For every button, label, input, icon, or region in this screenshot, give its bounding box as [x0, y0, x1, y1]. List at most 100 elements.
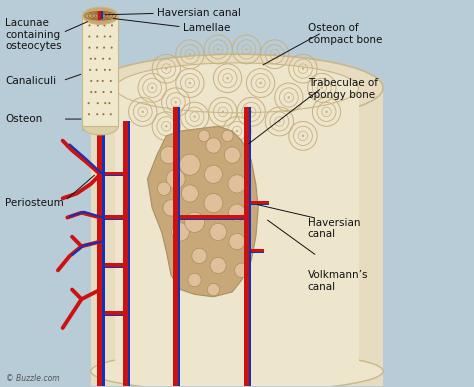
Text: Trabeculae of
spongy bone: Trabeculae of spongy bone — [308, 78, 378, 100]
Circle shape — [157, 182, 171, 195]
Bar — [101, 12, 103, 19]
Circle shape — [89, 46, 91, 49]
Circle shape — [210, 257, 226, 274]
Circle shape — [160, 146, 177, 164]
Circle shape — [189, 53, 191, 55]
Circle shape — [97, 102, 99, 104]
Circle shape — [229, 233, 245, 250]
Circle shape — [90, 91, 92, 93]
Polygon shape — [357, 88, 383, 385]
Circle shape — [89, 24, 91, 26]
Circle shape — [142, 111, 144, 113]
Text: Haversian
canal: Haversian canal — [308, 217, 360, 239]
Circle shape — [174, 101, 177, 103]
Circle shape — [222, 130, 233, 142]
Bar — [104, 219, 123, 220]
Circle shape — [302, 135, 304, 137]
Circle shape — [204, 165, 222, 183]
Circle shape — [104, 102, 106, 104]
Bar — [104, 175, 123, 176]
Circle shape — [110, 80, 112, 82]
Circle shape — [217, 48, 219, 51]
Circle shape — [103, 46, 105, 49]
Bar — [97, 122, 104, 385]
Bar — [251, 252, 264, 253]
Polygon shape — [91, 88, 117, 385]
Circle shape — [236, 130, 238, 132]
Bar — [251, 204, 269, 205]
Circle shape — [228, 204, 246, 221]
Circle shape — [97, 24, 99, 26]
Circle shape — [110, 91, 112, 93]
Circle shape — [101, 80, 104, 82]
Ellipse shape — [116, 63, 358, 113]
Circle shape — [89, 69, 91, 71]
Bar — [123, 122, 129, 385]
Text: Periosteum: Periosteum — [5, 198, 64, 208]
Circle shape — [245, 48, 247, 51]
Circle shape — [180, 154, 200, 175]
Text: Osteon of
compact bone: Osteon of compact bone — [308, 23, 382, 45]
Circle shape — [109, 58, 110, 60]
Circle shape — [166, 170, 185, 189]
Circle shape — [320, 87, 323, 89]
Circle shape — [259, 82, 262, 84]
Text: Volkmann’s
canal: Volkmann’s canal — [308, 271, 368, 292]
Circle shape — [109, 69, 111, 71]
Circle shape — [302, 67, 304, 70]
Circle shape — [103, 24, 106, 26]
Bar — [251, 249, 264, 253]
Circle shape — [204, 194, 223, 213]
Circle shape — [96, 113, 98, 115]
Text: Lacunae
containing
osteocytes: Lacunae containing osteocytes — [5, 18, 62, 51]
Circle shape — [228, 175, 246, 193]
Text: Osteon: Osteon — [5, 114, 42, 124]
Bar — [104, 264, 123, 268]
Text: Lamellae: Lamellae — [183, 23, 230, 33]
Bar — [249, 107, 251, 385]
Circle shape — [182, 185, 198, 202]
Bar — [102, 122, 105, 385]
Ellipse shape — [82, 7, 118, 24]
Text: © Buzzle.com: © Buzzle.com — [6, 374, 60, 383]
Circle shape — [165, 67, 167, 70]
Text: Canaliculi: Canaliculi — [5, 75, 56, 86]
Circle shape — [104, 36, 106, 38]
Circle shape — [325, 111, 328, 113]
Polygon shape — [147, 126, 258, 297]
Circle shape — [95, 69, 98, 71]
Circle shape — [102, 113, 104, 115]
Circle shape — [192, 248, 207, 264]
Circle shape — [88, 36, 91, 38]
Circle shape — [109, 102, 110, 104]
Circle shape — [104, 69, 106, 71]
Circle shape — [110, 113, 112, 115]
Circle shape — [88, 113, 90, 115]
Circle shape — [273, 53, 276, 55]
Circle shape — [193, 115, 196, 118]
Ellipse shape — [91, 351, 383, 387]
Bar — [178, 107, 180, 385]
Circle shape — [227, 77, 229, 79]
Circle shape — [102, 58, 104, 60]
Circle shape — [96, 46, 98, 49]
Circle shape — [90, 58, 92, 60]
Circle shape — [165, 125, 167, 127]
Bar — [128, 122, 130, 385]
Circle shape — [278, 120, 281, 123]
Circle shape — [222, 111, 224, 113]
Circle shape — [110, 46, 113, 49]
Circle shape — [250, 111, 252, 113]
Circle shape — [235, 263, 249, 277]
Bar — [104, 312, 123, 316]
Polygon shape — [116, 88, 358, 371]
Circle shape — [224, 147, 240, 163]
Circle shape — [88, 102, 90, 104]
Bar — [180, 215, 244, 220]
Circle shape — [94, 58, 96, 60]
Circle shape — [172, 223, 190, 241]
Ellipse shape — [82, 118, 118, 135]
Circle shape — [288, 96, 290, 99]
Circle shape — [198, 130, 210, 142]
Bar — [244, 107, 251, 385]
